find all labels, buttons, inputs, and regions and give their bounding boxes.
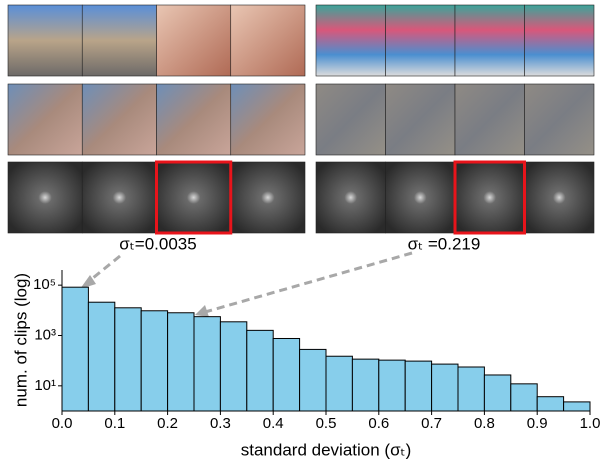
bar: [88, 302, 114, 411]
y-axis-label: num. of clips (log): [11, 273, 30, 407]
x-tick-label: 0.0: [52, 415, 73, 432]
video-frame: [525, 162, 595, 233]
y-tick-label: 10¹: [34, 377, 56, 394]
bar: [405, 361, 431, 411]
plot: 0.0 0.1 0.2 0.3 0.4 0.5 0.6 0.7 0.8 0.9 1.0 10¹ 10³ 1…: [33, 270, 600, 432]
video-frame: [455, 162, 525, 233]
video-frame: [455, 84, 525, 155]
video-frame: [8, 84, 82, 155]
arrowhead: [195, 305, 209, 317]
figure: σₜ=0.0035 σₜ =0.219 num. of clips (log) …: [0, 0, 603, 464]
bar: [115, 308, 141, 411]
bar: [326, 356, 352, 411]
video-frame: [316, 162, 386, 233]
bar: [141, 311, 167, 411]
video-frame: [525, 5, 595, 76]
bar: [194, 317, 220, 411]
bar: [273, 338, 299, 411]
video-frame: [82, 162, 156, 233]
bar: [62, 287, 88, 411]
x-tick-label: 0.3: [210, 415, 231, 432]
video-frame: [157, 84, 231, 155]
bar: [458, 367, 484, 411]
arrows: [88, 253, 412, 312]
video-frame: [386, 84, 456, 155]
bar: [300, 349, 326, 411]
x-tick-label: 0.2: [157, 415, 178, 432]
arrow: [88, 256, 120, 282]
video-frame: [231, 84, 305, 155]
video-frame: [8, 5, 82, 76]
bar: [247, 330, 273, 411]
video-frame: [157, 162, 231, 233]
video-frame: [316, 84, 386, 155]
bar: [564, 402, 590, 411]
video-frame: [82, 84, 156, 155]
bar: [168, 313, 194, 411]
annotation: σₜ=0.0035: [119, 234, 196, 253]
x-tick-label: 0.1: [104, 415, 125, 432]
bar: [432, 364, 458, 411]
video-frame: [525, 84, 595, 155]
x-tick-label: 0.9: [527, 415, 548, 432]
y-tick-label: 10³: [34, 326, 56, 343]
x-tick-label: 0.7: [421, 415, 442, 432]
video-frame: [82, 5, 156, 76]
bar: [379, 360, 405, 411]
video-frame: [231, 5, 305, 76]
video-frame: [157, 5, 231, 76]
bar: [484, 375, 510, 411]
video-frame: [386, 5, 456, 76]
bar: [511, 384, 537, 411]
bar: [537, 397, 563, 411]
x-tick-label: 0.5: [316, 415, 337, 432]
bar: [220, 322, 246, 411]
x-tick-label: 0.8: [474, 415, 495, 432]
video-frame: [231, 162, 305, 233]
arrow: [205, 253, 412, 312]
video-frames: [8, 5, 594, 233]
video-frame: [316, 5, 386, 76]
video-frame: [455, 5, 525, 76]
video-frame: [8, 162, 82, 233]
x-tick-label: 0.6: [368, 415, 389, 432]
bar: [352, 359, 378, 411]
video-frame: [386, 162, 456, 233]
x-tick-label: 1.0: [580, 415, 601, 432]
x-tick-label: 0.4: [263, 415, 284, 432]
y-tick-label: 10⁵: [33, 276, 56, 293]
x-axis-label: standard deviation (σₜ): [241, 440, 411, 459]
annotation: σₜ =0.219: [408, 234, 481, 253]
